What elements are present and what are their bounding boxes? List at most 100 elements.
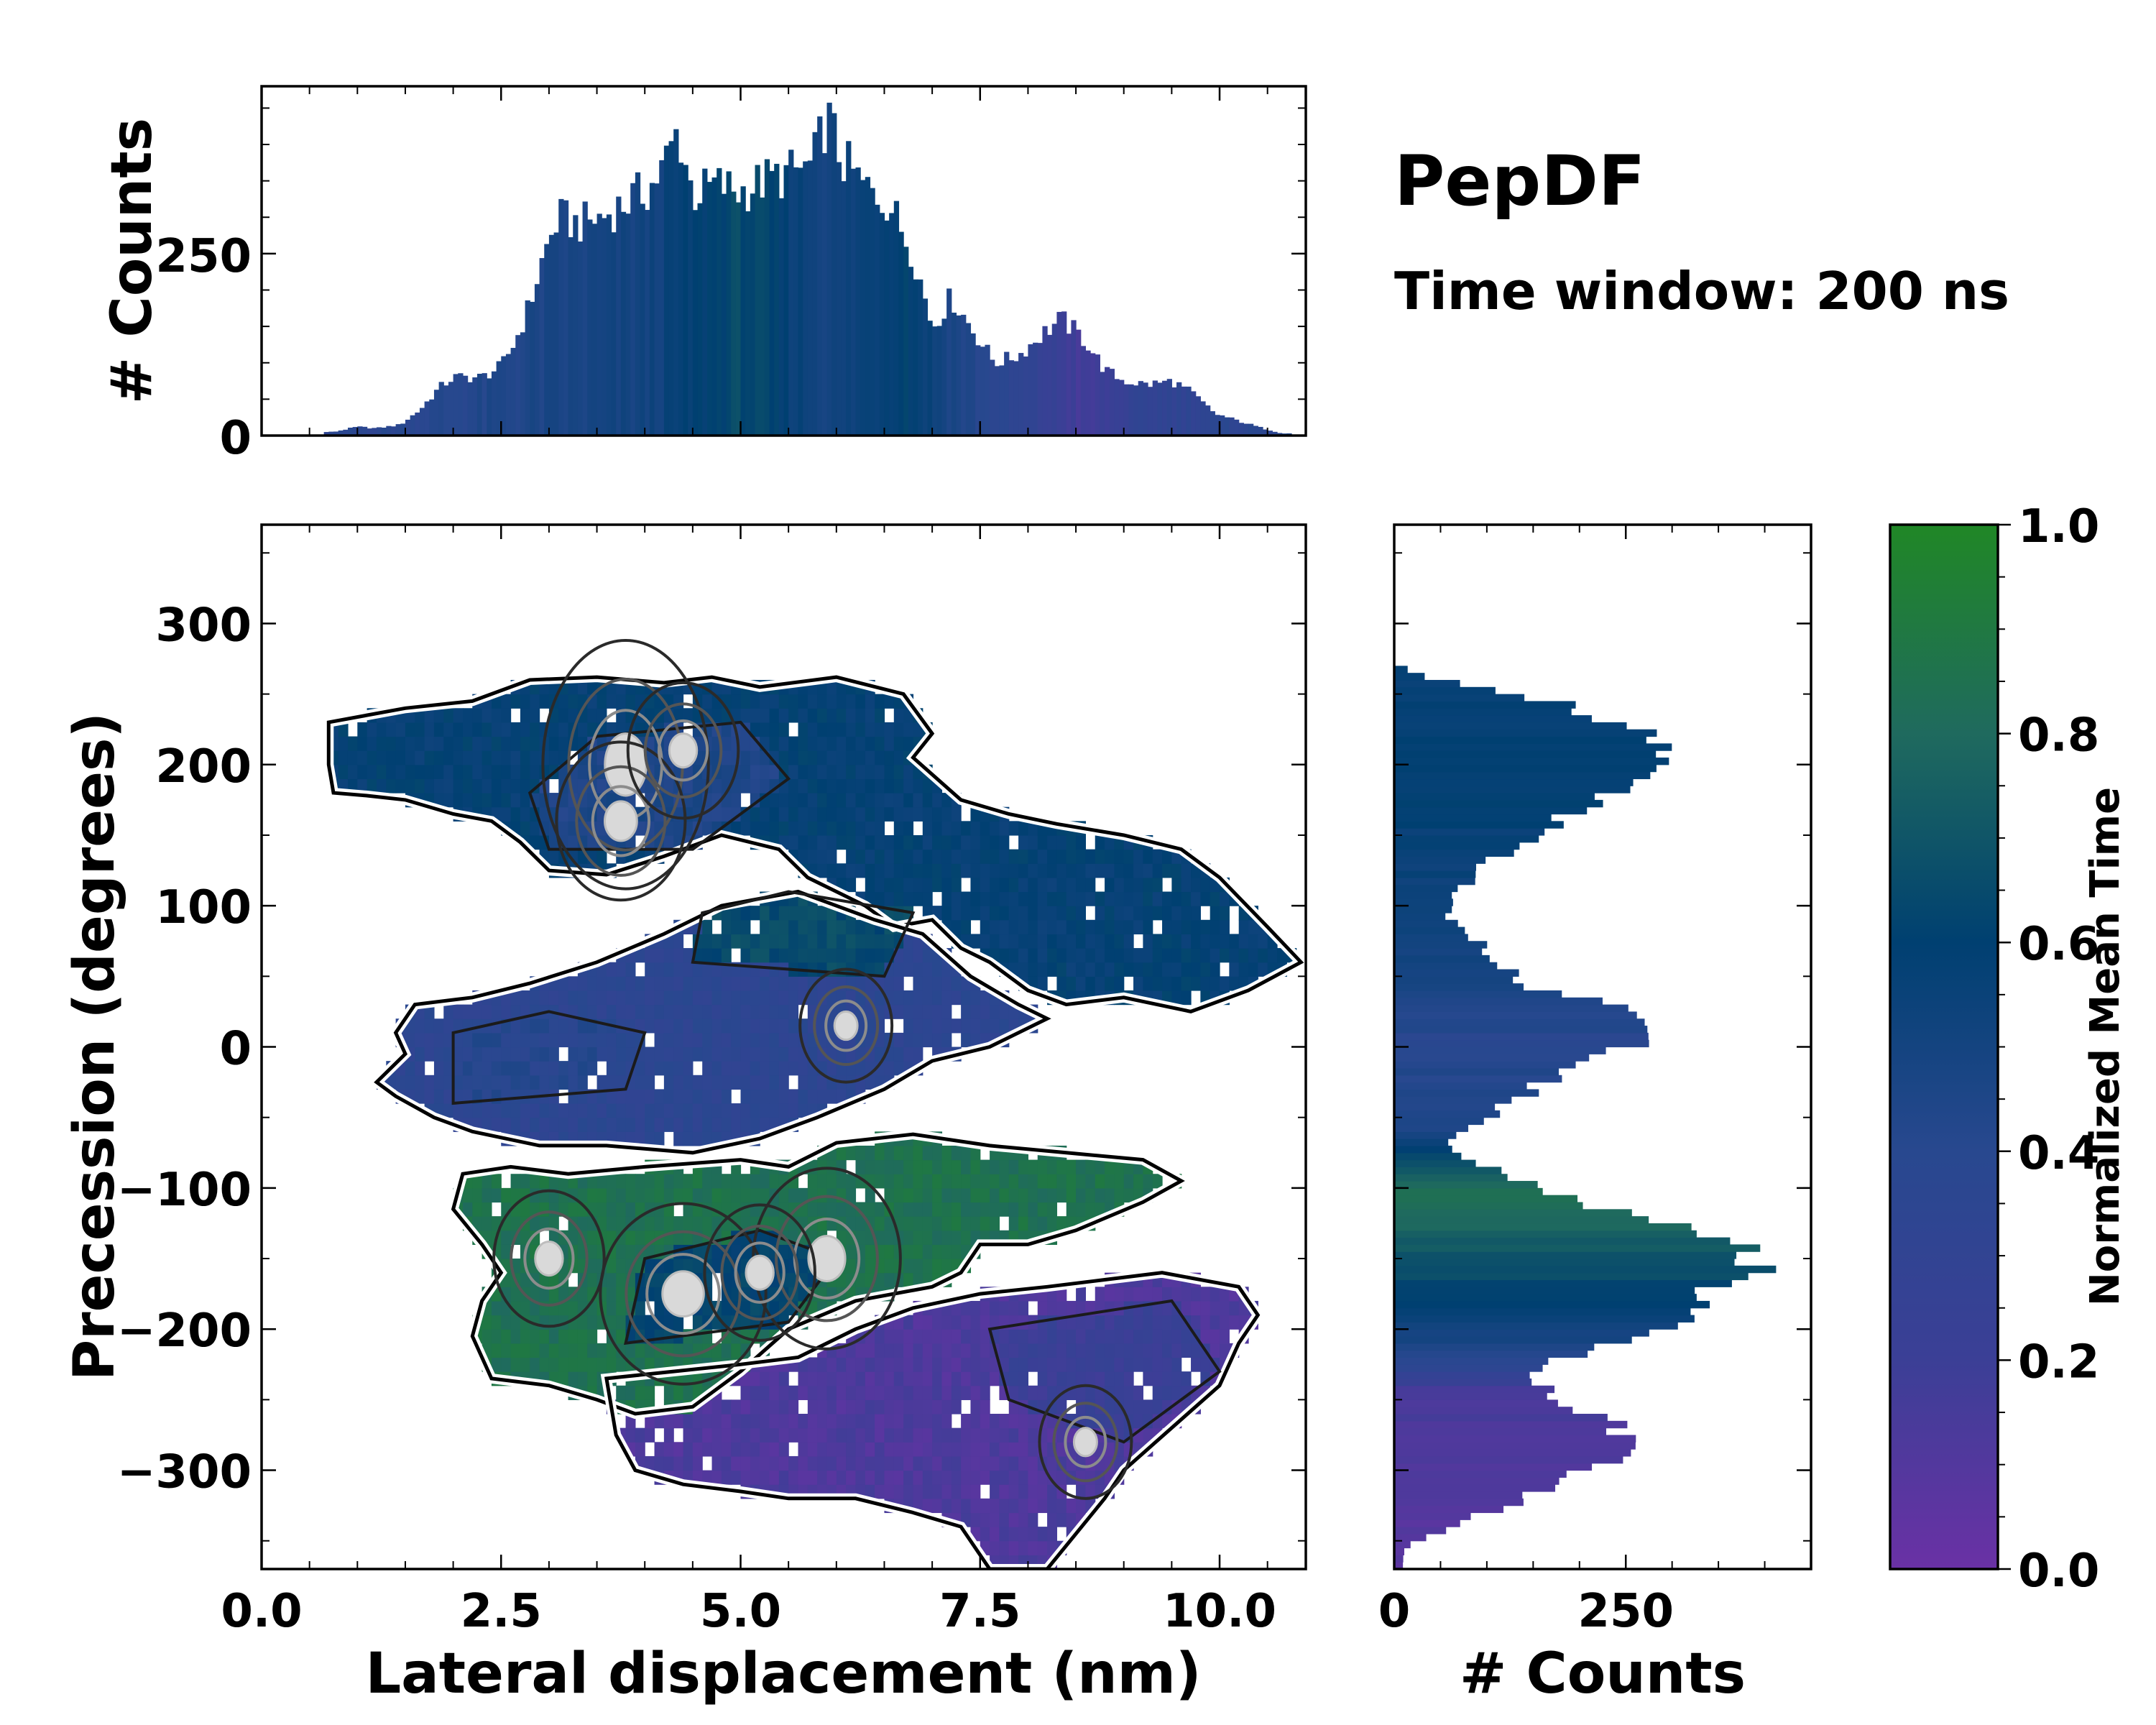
heatmap-cell: [1123, 1343, 1134, 1358]
heatmap-cell: [1028, 1343, 1038, 1358]
heatmap-cell: [903, 1159, 914, 1174]
heatmap-cell: [415, 1089, 425, 1104]
heatmap-cell: [683, 1103, 694, 1118]
heatmap-cell: [865, 990, 875, 1006]
heatmap-cell: [1085, 1484, 1096, 1499]
right-histogram-bar: [1394, 1075, 1562, 1083]
heatmap-cell: [1095, 863, 1105, 878]
heatmap-cell: [750, 1414, 760, 1429]
heatmap-cell: [903, 1216, 914, 1231]
top-histogram-bar: [807, 160, 814, 436]
heatmap-cell: [530, 821, 540, 836]
heatmap-cell: [530, 1075, 540, 1090]
heatmap-cell: [711, 1174, 722, 1189]
top-histogram-bar: [918, 279, 923, 436]
heatmap-cell: [893, 708, 904, 723]
heatmap-cell: [826, 750, 837, 765]
top-histogram-bar: [879, 213, 885, 436]
heatmap-cell: [433, 708, 444, 723]
top-histogram-bar: [1033, 342, 1038, 436]
heatmap-cell: [970, 1470, 981, 1485]
heatmap-cell: [826, 793, 837, 808]
heatmap-cell: [855, 778, 866, 794]
heatmap-cell: [443, 1061, 454, 1076]
heatmap-cell: [817, 1202, 828, 1217]
top-histogram-bar: [400, 423, 406, 436]
heatmap-cell: [807, 990, 818, 1006]
heatmap-cell: [1162, 863, 1172, 878]
heatmap-cell: [1028, 1329, 1038, 1344]
heatmap-cell: [433, 750, 444, 765]
heatmap-cell: [817, 919, 828, 935]
right-histogram-bar: [1394, 1287, 1695, 1294]
heatmap-cell: [1095, 834, 1105, 850]
top-histogram-bar: [606, 214, 612, 436]
heatmap-cell: [893, 1159, 904, 1174]
heatmap-cell: [846, 806, 857, 822]
heatmap-cell: [491, 736, 502, 751]
heatmap-cell: [462, 1187, 473, 1203]
heatmap-cell: [769, 806, 780, 822]
heatmap-cell: [1018, 919, 1029, 935]
heatmap-cell: [875, 708, 885, 723]
heatmap-cell: [951, 1159, 962, 1174]
heatmap-cell: [568, 1117, 579, 1132]
heatmap-cell: [990, 891, 1000, 906]
heatmap-cell: [702, 1470, 713, 1485]
heatmap-cell: [587, 1259, 598, 1274]
heatmap-cell: [760, 1089, 770, 1104]
heatmap-cell: [778, 1470, 789, 1485]
heatmap-cell: [386, 736, 397, 751]
heatmap-cell: [865, 1357, 875, 1372]
heatmap-cell: [884, 1470, 895, 1485]
top-histogram-bar: [462, 375, 469, 436]
heatmap-cell: [1018, 1343, 1029, 1358]
heatmap-cell: [1056, 1399, 1067, 1414]
heatmap-cell: [970, 863, 981, 878]
top-histogram-bar: [1234, 419, 1240, 436]
heatmap-cell: [970, 1385, 981, 1400]
heatmap-cell: [951, 1442, 962, 1457]
heatmap-cell: [760, 990, 770, 1006]
top-histogram-bar: [850, 168, 857, 436]
right-histogram-bar: [1394, 1259, 1735, 1266]
heatmap-cell: [683, 1018, 694, 1034]
right-histogram-bar: [1394, 1202, 1583, 1210]
heatmap-cell: [683, 1230, 694, 1245]
heatmap-cell: [807, 919, 818, 935]
heatmap-cell: [338, 722, 349, 737]
heatmap-cell: [510, 1287, 521, 1302]
top-histogram-bar: [683, 165, 688, 436]
right-histogram-bar: [1394, 1540, 1411, 1549]
heatmap-cell: [539, 1117, 550, 1132]
heatmap-cell: [501, 1089, 512, 1104]
heatmap-cell: [1028, 1484, 1038, 1499]
heatmap-cell: [721, 1455, 732, 1471]
heatmap-cell: [769, 919, 780, 935]
heatmap-cell: [980, 1343, 990, 1358]
heatmap-cell: [980, 906, 990, 921]
heatmap-cell: [817, 778, 828, 794]
heatmap-cell: [875, 694, 885, 709]
heatmap-cell: [817, 834, 828, 850]
heatmap-cell: [501, 793, 512, 808]
heatmap-cell: [798, 1187, 808, 1203]
top-histogram-bar: [352, 427, 358, 436]
heatmap-cell: [510, 1187, 521, 1203]
heatmap-cell: [702, 1103, 713, 1118]
right-histogram-bar: [1394, 1152, 1462, 1161]
heatmap-cell: [1123, 1357, 1134, 1372]
heatmap-cell: [548, 750, 559, 765]
heatmap-cell: [990, 1484, 1000, 1499]
heatmap-cell: [778, 1061, 789, 1076]
heatmap-cell: [769, 976, 780, 991]
heatmap-cell: [750, 990, 760, 1006]
right-histogram-bar: [1394, 1442, 1636, 1450]
heatmap-cell: [501, 736, 512, 751]
heatmap-cell: [788, 934, 799, 949]
heatmap-cell: [788, 1385, 799, 1400]
heatmap-cell: [760, 934, 770, 949]
heatmap-cell: [865, 834, 875, 850]
heatmap-cell: [884, 736, 895, 751]
right-histogram-bar: [1394, 976, 1514, 984]
